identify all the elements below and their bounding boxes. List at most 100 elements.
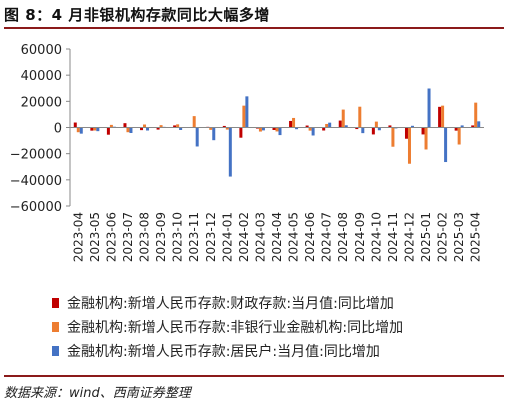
y-tick-label: −60000 — [10, 200, 62, 215]
bar-household-2025-04 — [477, 121, 481, 128]
x-tick-label: 2024-08 — [336, 212, 350, 262]
bar-household-2025-02 — [444, 127, 448, 163]
x-tick-label: 2024-12 — [402, 212, 416, 262]
bar-nonbank-2023-06 — [109, 124, 113, 128]
bar-household-2024-09 — [361, 127, 365, 134]
y-tick-label: −20000 — [10, 148, 62, 163]
bars — [73, 88, 481, 177]
bar-fiscal-2025-02 — [438, 106, 442, 128]
legend-item-fiscal: 金融机构:新增人民币存款:财政存款:当月值:同比增加 — [52, 291, 403, 315]
bar-fiscal-2023-09 — [156, 127, 160, 130]
x-tick-label: 2024-01 — [220, 212, 234, 262]
y-tick-label: 40000 — [21, 69, 62, 84]
bar-nonbank-2023-07 — [126, 127, 130, 133]
bar-household-2023-12 — [212, 127, 216, 141]
bar-fiscal-2023-04 — [73, 122, 77, 128]
figure-title: 图 8：4 月非银机构存款同比大幅多增 — [4, 6, 270, 24]
bar-fiscal-2024-07 — [322, 127, 326, 131]
legend-swatch-nonbank — [52, 322, 59, 332]
x-tick-label: 2024-06 — [303, 212, 317, 262]
bar-fiscal-2023-05 — [90, 127, 94, 131]
bar-household-2023-05 — [96, 127, 100, 132]
bar-fiscal-2024-12 — [404, 127, 408, 139]
y-tick-label: 60000 — [21, 43, 62, 58]
x-tick-label: 2023-06 — [104, 212, 118, 262]
bar-fiscal-2024-10 — [371, 127, 375, 135]
bar-household-2024-05 — [295, 127, 299, 130]
bar-fiscal-2023-07 — [123, 123, 127, 128]
x-axis: 2023-04 2023-05 2023-06 2023-07 2023-08 2023-… — [70, 127, 484, 262]
bar-nonbank-2023-11 — [192, 116, 196, 128]
legend: 金融机构:新增人民币存款:财政存款:当月值:同比增加 金融机构:新增人民币存款:… — [52, 291, 403, 363]
y-tick-label: −40000 — [10, 174, 62, 189]
bar-nonbank-2025-03 — [457, 127, 461, 145]
bar-nonbank-2024-01 — [225, 127, 229, 130]
bar-household-2024-01 — [228, 127, 232, 177]
y-axis: 60000 40000 20000 0 −20000 −40000 −60000 — [10, 43, 71, 215]
legend-item-household: 金融机构:新增人民币存款:居民户:当月值:同比增加 — [52, 339, 403, 363]
bar-nonbank-2024-12 — [407, 127, 411, 164]
bar-fiscal-2024-05 — [289, 120, 293, 128]
bar-fiscal-2024-03 — [255, 127, 259, 129]
x-tick-label: 2024-05 — [287, 212, 301, 262]
bar-household-2024-10 — [377, 127, 381, 131]
x-tick-label: 2024-07 — [320, 212, 334, 262]
bar-chart: 60000 40000 20000 0 −20000 −40000 −60000 2023-… — [10, 43, 484, 262]
bar-household-2023-08 — [146, 127, 150, 131]
bar-nonbank-2024-05 — [292, 117, 296, 128]
bar-household-2024-06 — [311, 127, 315, 136]
bar-nonbank-2023-08 — [143, 124, 147, 128]
bar-nonbank-2024-07 — [325, 123, 329, 128]
x-tick-label: 2025-04 — [469, 212, 483, 262]
bar-fiscal-2024-09 — [355, 127, 359, 130]
x-tick-label: 2024-09 — [353, 212, 367, 262]
bar-fiscal-2024-02 — [239, 127, 243, 138]
legend-item-nonbank: 金融机构:新增人民币存款:非银行业金融机构:同比增加 — [52, 315, 403, 339]
bar-household-2023-07 — [129, 127, 133, 133]
legend-label-fiscal: 金融机构:新增人民币存款:财政存款:当月值:同比增加 — [67, 296, 394, 312]
bar-household-2023-10 — [179, 127, 183, 130]
y-tick-label: 20000 — [21, 95, 62, 110]
title-rule — [4, 27, 504, 29]
x-tick-label: 2023-04 — [71, 212, 85, 262]
bar-household-2024-02 — [245, 96, 249, 128]
bar-nonbank-2024-11 — [391, 127, 395, 147]
bar-nonbank-2025-02 — [441, 105, 445, 128]
legend-swatch-household — [52, 346, 59, 356]
legend-label-nonbank: 金融机构:新增人民币存款:非银行业金融机构:同比增加 — [67, 320, 404, 336]
bar-nonbank-2023-12 — [209, 127, 213, 130]
bar-fiscal-2024-04 — [272, 127, 276, 130]
bar-nonbank-2025-04 — [474, 102, 478, 128]
x-tick-label: 2024-11 — [386, 212, 400, 262]
bar-nonbank-2024-02 — [242, 105, 246, 128]
x-tick-label: 2024-02 — [237, 212, 251, 262]
bar-nonbank-2024-03 — [258, 127, 262, 132]
bar-fiscal-2024-11 — [388, 125, 392, 128]
legend-label-household: 金融机构:新增人民币存款:居民户:当月值:同比增加 — [67, 344, 380, 360]
bar-nonbank-2024-04 — [275, 127, 279, 132]
bar-household-2025-03 — [460, 125, 464, 128]
bar-household-2023-11 — [195, 127, 199, 147]
x-tick-label: 2023-07 — [121, 212, 135, 262]
bar-household-2024-08 — [344, 125, 348, 128]
bar-nonbank-2023-10 — [176, 124, 180, 128]
y-tick-label: 0 — [54, 122, 62, 137]
bar-fiscal-2025-04 — [471, 125, 475, 128]
x-tick-label: 2024-03 — [253, 212, 267, 262]
legend-swatch-fiscal — [52, 298, 59, 308]
bar-nonbank-2024-09 — [358, 106, 362, 128]
source-rule — [4, 375, 504, 377]
bar-fiscal-2024-08 — [338, 120, 342, 128]
x-tick-label: 2023-05 — [88, 212, 102, 262]
bar-fiscal-2025-01 — [421, 127, 425, 135]
x-tick-label: 2024-10 — [369, 212, 383, 262]
bar-household-2023-04 — [79, 127, 83, 134]
x-tick-label: 2023-11 — [187, 212, 201, 262]
bar-nonbank-2024-10 — [374, 121, 378, 128]
bar-household-2025-01 — [427, 88, 431, 128]
bar-household-2024-07 — [328, 122, 332, 128]
x-tick-label: 2025-02 — [436, 212, 450, 262]
bar-fiscal-2024-06 — [305, 125, 309, 128]
bar-nonbank-2023-04 — [76, 127, 80, 133]
x-tick-label: 2025-01 — [419, 212, 433, 262]
